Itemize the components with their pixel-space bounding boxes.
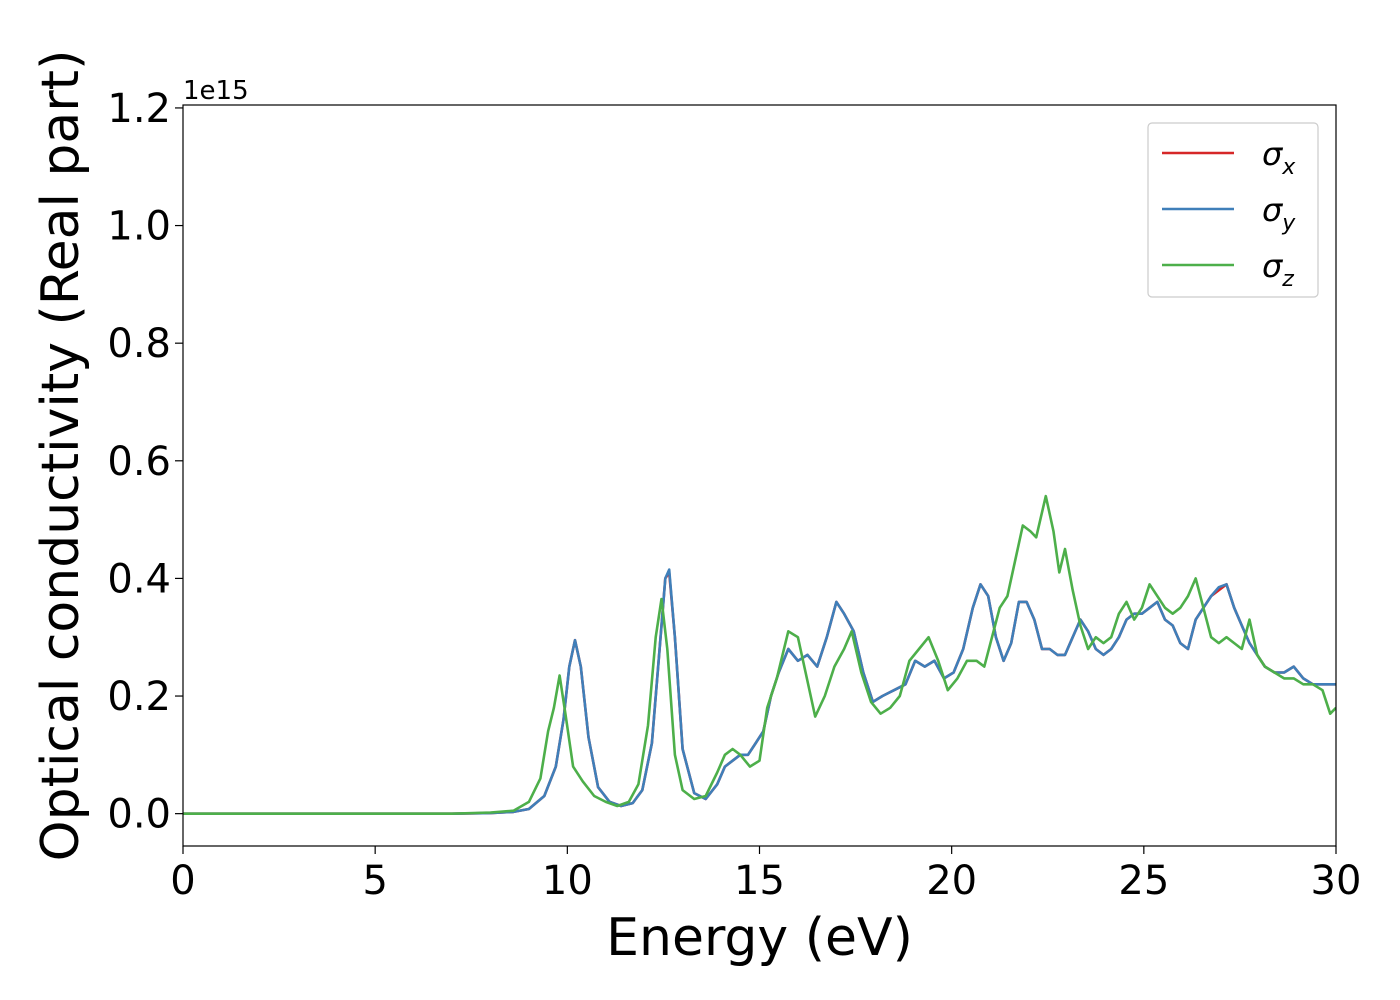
x-tick-label: 25 bbox=[1118, 858, 1169, 904]
legend-entry-y: σy bbox=[1262, 191, 1296, 236]
x-tick-label: 0 bbox=[170, 858, 195, 904]
x-tick-label: 20 bbox=[926, 858, 977, 904]
series-line-z bbox=[183, 494, 1336, 815]
series-line-y bbox=[183, 568, 1336, 815]
y-tick-label: 0.2 bbox=[107, 674, 171, 720]
x-axis-label: Energy (eV) bbox=[606, 908, 913, 968]
legend-symbol: σ bbox=[1262, 191, 1284, 229]
legend-subscript: y bbox=[1281, 211, 1296, 236]
plot-frame bbox=[182, 104, 1337, 847]
legend-symbol: σ bbox=[1262, 135, 1284, 173]
y-tick-label: 1.0 bbox=[107, 204, 171, 250]
legend-subscript: z bbox=[1281, 267, 1294, 292]
y-offset-label: 1e15 bbox=[183, 76, 249, 106]
series-line-x bbox=[183, 571, 1336, 815]
legend-entry-x: σx bbox=[1262, 135, 1296, 180]
y-tick-label: 0.8 bbox=[107, 321, 171, 367]
legend-subscript: x bbox=[1281, 155, 1296, 180]
y-tick-label: 1.2 bbox=[107, 86, 171, 132]
y-axis-label: Optical conductivity (Real part) bbox=[31, 50, 91, 862]
legend-symbol: σ bbox=[1262, 247, 1284, 285]
x-axis-ticks: 0 5 10 15 20 25 30 bbox=[170, 846, 1361, 904]
x-tick-label: 30 bbox=[1311, 858, 1362, 904]
y-tick-label: 0.4 bbox=[107, 556, 171, 602]
x-tick-label: 5 bbox=[362, 858, 387, 904]
plot-lines bbox=[183, 494, 1336, 815]
legend-entry-z: σz bbox=[1262, 247, 1294, 292]
y-tick-label: 0.0 bbox=[107, 792, 171, 838]
y-axis-ticks: 0.0 0.2 0.4 0.6 0.8 1.0 1.2 bbox=[107, 86, 183, 838]
y-tick-label: 0.6 bbox=[107, 439, 171, 485]
x-tick-label: 15 bbox=[734, 858, 785, 904]
x-tick-label: 10 bbox=[542, 858, 593, 904]
